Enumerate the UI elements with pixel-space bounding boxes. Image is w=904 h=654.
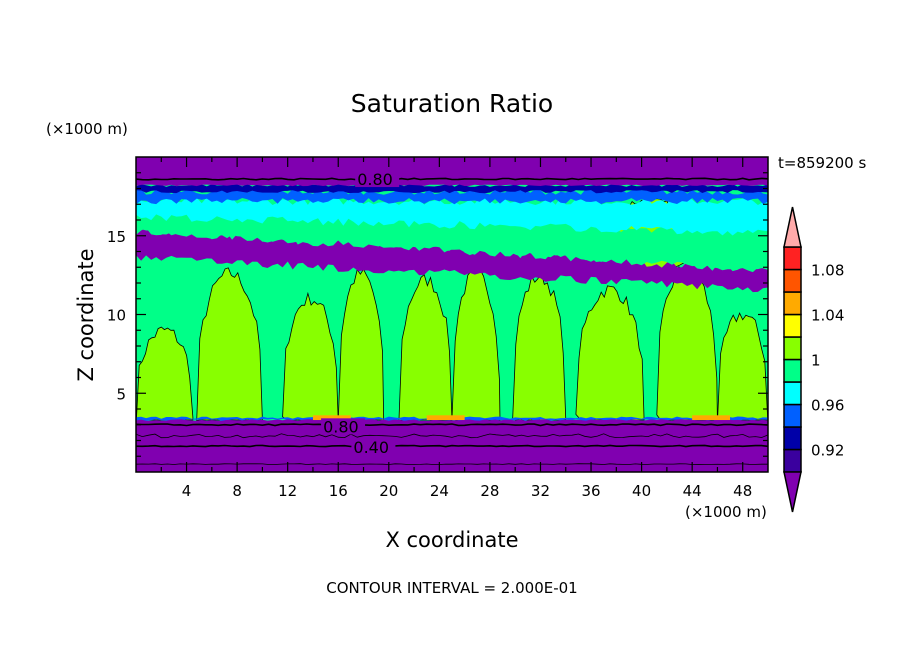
updraft-region — [398, 273, 453, 423]
x-tick-label: 32 — [531, 482, 550, 500]
contour-label-bg — [351, 438, 396, 455]
x-tick-label: 24 — [430, 482, 449, 500]
moist-spot — [312, 415, 351, 421]
contour-line — [136, 463, 768, 465]
moist-spot — [692, 415, 731, 421]
y-tick-label: 15 — [107, 228, 126, 246]
colorbar-swatch — [783, 313, 802, 338]
contour-label-bg — [355, 171, 400, 188]
colorbar-swatch — [783, 403, 802, 428]
x-tick-label: 16 — [329, 482, 348, 500]
colorbar-label: 0.92 — [811, 442, 844, 460]
colorbar-over-triangle — [783, 206, 802, 248]
contour-interval-footer: CONTOUR INTERVAL = 2.000E-01 — [326, 579, 577, 597]
colorbar-swatch — [783, 426, 802, 451]
colorbar-label: 1.08 — [811, 262, 844, 280]
dark-blue-band — [136, 183, 768, 194]
colorbar-swatch — [783, 336, 802, 361]
x-tick-label: 28 — [480, 482, 499, 500]
contour-line — [136, 433, 768, 439]
colorbar — [783, 206, 802, 513]
contour-line-0.80-upper — [136, 177, 768, 181]
y-tick-label: 10 — [107, 307, 126, 325]
y-axis-label: Z coordinate — [74, 248, 98, 381]
contour-label: 0.80 — [323, 417, 359, 436]
colorbar-under-triangle — [783, 471, 802, 513]
y-tick-labels: 5 10 15 — [107, 228, 126, 404]
moist-spot — [426, 415, 465, 421]
x-tick-label: 8 — [232, 482, 242, 500]
lower-dry-layer — [136, 419, 768, 472]
contour-line-0.80-lower — [136, 423, 768, 427]
x-tick-labels: 4 8 12 16 20 24 28 32 36 40 44 48 — [182, 482, 752, 500]
axis-ticks — [136, 157, 768, 472]
x-tick-label: 36 — [581, 482, 600, 500]
x-tick-label: 48 — [733, 482, 752, 500]
colorbar-swatch — [783, 381, 802, 406]
y-tick-label: 5 — [116, 385, 126, 403]
y-unit-label: (×1000 m) — [46, 120, 128, 138]
colorbar-label: 0.96 — [811, 397, 844, 415]
stratosphere-region — [136, 157, 768, 187]
contour-line-0.40 — [136, 444, 768, 448]
dry-streak — [136, 228, 768, 293]
colorbar-labels: 0.92 0.96 1 1.04 1.08 — [811, 262, 844, 460]
contour-label-bg — [321, 418, 366, 435]
x-tick-label: 20 — [379, 482, 398, 500]
colorbar-swatch — [783, 358, 802, 383]
contour-labels: 0.80 0.80 0.40 — [323, 170, 393, 457]
x-tick-label: 40 — [632, 482, 651, 500]
colorbar-label: 1.04 — [811, 307, 844, 325]
contour-label: 0.80 — [357, 170, 393, 189]
colorbar-swatch — [783, 448, 802, 473]
x-unit-label: (×1000 m) — [685, 503, 767, 521]
time-label: t=859200 s — [778, 154, 866, 172]
x-axis-label: X coordinate — [385, 528, 518, 552]
colorbar-swatch — [783, 291, 802, 316]
contour-label: 0.40 — [353, 438, 389, 457]
updraft-region — [136, 326, 194, 428]
cyan-band — [136, 197, 768, 236]
x-tick-label: 4 — [182, 482, 192, 500]
contour-lines — [136, 171, 768, 465]
x-tick-label: 12 — [278, 482, 297, 500]
colorbar-label: 1 — [811, 352, 821, 370]
colorbar-swatch — [783, 268, 802, 293]
x-tick-label: 44 — [683, 482, 702, 500]
colorbar-swatch — [783, 246, 802, 271]
chart-title: Saturation Ratio — [351, 89, 553, 118]
contour-field — [136, 157, 768, 472]
